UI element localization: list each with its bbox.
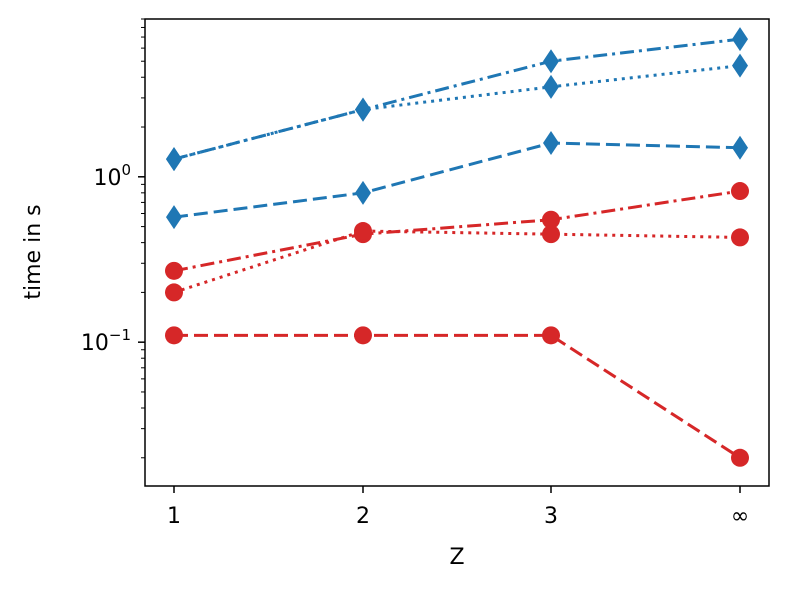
data-point [355, 97, 371, 122]
data-point [732, 135, 748, 160]
data-point [543, 131, 559, 156]
data-point [543, 49, 559, 74]
data-point [731, 448, 749, 467]
plot-frame [144, 18, 770, 487]
series-4 [165, 182, 749, 280]
data-point [354, 222, 372, 241]
plot-area [165, 27, 749, 467]
data-point [542, 210, 560, 229]
x-axis-label: Z [449, 545, 464, 570]
data-point [732, 53, 748, 78]
series-5 [165, 222, 749, 302]
y-tick-label: 100 [93, 161, 131, 191]
data-point [165, 283, 183, 302]
data-point [543, 74, 559, 99]
y-axis-label: time in s [21, 204, 46, 299]
axis-ticks: 1 2 3 ∞ 100 10−1 [81, 18, 749, 529]
data-point [732, 27, 748, 52]
data-point [731, 182, 749, 201]
y-tick-label: 10−1 [81, 326, 131, 356]
data-point [165, 261, 183, 280]
data-point [355, 180, 371, 205]
series-line [173, 64, 741, 161]
series-line [173, 229, 741, 294]
series-2 [166, 53, 748, 172]
series-6 [165, 326, 749, 467]
data-point [731, 228, 749, 247]
data-point [166, 147, 182, 172]
data-point [354, 326, 372, 345]
data-point [166, 205, 182, 230]
x-tick-label: ∞ [731, 504, 749, 529]
data-point [542, 225, 560, 244]
x-tick-label: 2 [356, 504, 370, 529]
series-line [173, 141, 741, 219]
series-line [174, 333, 741, 460]
x-tick-label: 3 [544, 504, 558, 529]
x-tick-label: 1 [167, 504, 181, 529]
series-3 [166, 131, 748, 230]
data-point [165, 326, 183, 345]
data-point [542, 326, 560, 345]
series-line [173, 189, 741, 273]
